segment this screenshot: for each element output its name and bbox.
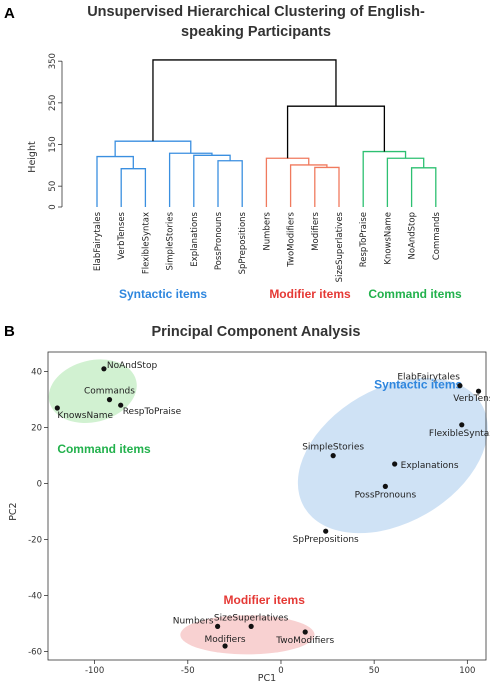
pca-point [54,405,60,411]
pca-x-axis-label: PC1 [258,673,276,684]
pca-point [248,623,254,630]
pca-point [106,397,113,403]
pca-group-ellipse [48,359,137,423]
pca-y-tick-label: 20 [31,424,42,434]
dendrogram-branch [168,152,213,207]
pca-point-label: KnowsName [57,411,113,421]
pca-y-tick-label: -40 [28,592,42,602]
pca-point-label: Numbers [173,616,214,626]
pca-x-tick-label: 0 [278,666,283,676]
dendrogram-branch [152,59,337,142]
dendrogram-branch [362,150,407,207]
pca-point-label: NoAndStop [107,361,158,371]
dendrogram-cluster-label: Syntactic items [119,287,207,301]
dendrogram-cluster-label: Modifier items [269,287,351,301]
pca-point [457,383,463,389]
dendrogram-branch [289,164,328,207]
pca-point-label: PossPronouns [355,490,417,500]
pca-point-label: ElabFairytales [397,373,460,383]
dendrogram-branch [193,154,231,207]
pca-group-ellipse [180,615,315,655]
dendrogram-branch [410,167,437,207]
pca-x-tick-label: -50 [181,666,195,676]
dendrogram-title-line2: speaking Participants [181,24,331,40]
pca-point-label: RespToPraise [123,407,182,417]
dendrogram-leaf-label: SimpleStories [166,211,176,270]
pca-point [101,366,107,372]
pca-point-label: SpPrepositions [293,535,359,545]
pca-point [118,402,124,408]
pca-y-tick-label: 0 [37,480,42,490]
dendrogram-y-tick-label: 350 [48,53,58,69]
pca-group-label: Modifier items [224,593,306,607]
pca-title: Principal Component Analysis [152,324,361,340]
pca-x-tick-label: 100 [459,666,475,676]
dendrogram-y-tick-label: 50 [48,181,58,192]
panel-b-letter: B [4,323,15,340]
dendrogram-title-line1: Unsupervised Hierarchical Clustering of … [87,4,425,20]
dendrogram-leaf-label: Modifiers [311,211,321,250]
dendrogram-leaf-label: NoAndStop [408,212,418,259]
dendrogram-leaf-label: VerbTenses [117,211,127,259]
pca-group-ellipse [297,378,488,534]
pca-point-label: TwoModifiers [275,636,334,646]
pca-point [330,453,336,459]
pca-scatter-plot: -100 -50 0 50 100 -60 -40 -20 0 20 40 PC1 PC2 Command… [8,351,490,684]
dendrogram-leaf-label: SizeSuperlatives [335,211,345,282]
pca-point-label: Explanations [401,461,459,471]
pca-point-label: Modifiers [205,635,246,645]
pca-y-tick-label: -20 [28,536,42,546]
dendrogram-y-tick-label: 150 [48,136,58,152]
dendrogram-branch [386,157,425,207]
pca-point [382,483,388,489]
pca-point-label: FlexibleSyntax [429,429,490,439]
pca-y-tick-label: 40 [31,368,42,378]
dendrogram-leaf-label: KnowsName [383,212,393,265]
dendrogram-branch [96,155,134,207]
pca-group-label: Syntactic items [374,377,462,391]
dendrogram-y-tick-label: 0 [48,204,58,209]
pca-y-axis-label: PC2 [8,502,19,520]
dendrogram-branch [114,140,192,157]
pca-plot-frame [47,351,487,661]
pca-point [302,629,308,635]
pca-point-label: SimpleStories [302,443,364,453]
pca-y-tick-label: -60 [28,648,42,658]
dendrogram-branch [120,168,147,207]
dendrogram-leaf-label: Commands [432,211,442,260]
pca-point [392,461,398,467]
dendrogram-leaf-label: Numbers [262,211,272,250]
dendrogram-leaf-label: SpPrepositions [238,211,248,274]
pca-point [475,388,482,394]
dendrogram-y-tick-label: 250 [48,95,58,111]
pca-group-label: Command items [57,442,151,456]
dendrogram-branch [217,160,243,207]
pca-point [215,623,221,630]
dendrogram-leaf-label: RespToPraise [359,212,369,267]
pca-x-tick-label: -100 [85,666,104,676]
dendrogram-leaf-label: PossPronouns [214,211,224,270]
dendrogram-leaf-label: TwoModifiers [287,211,297,267]
dendrogram-branch [286,105,386,159]
dendrogram-cluster-label: Command items [368,287,462,301]
dendrogram-branch [314,166,340,207]
dendrogram-leaf-label: Explanations [190,211,200,266]
pca-point-label: Commands [84,387,135,397]
pca-point [323,528,329,534]
pca-x-tick-label: 50 [369,666,380,676]
pca-point [222,643,228,649]
dendrogram-y-axis-label: Height [27,141,38,173]
pca-point-label: SizeSuperlatives [214,613,289,623]
pca-point-label: VerbTenses [453,394,490,404]
pca-point [459,422,465,428]
dendrogram-leaf-label: FlexibleSyntax [141,212,151,274]
dendrogram-leaf-label: ElabFairytales [93,211,103,271]
dendrogram: 0 50 150 250 350 Height ElabFairytales VerbTens… [27,53,462,301]
panel-a-letter: A [4,5,15,22]
